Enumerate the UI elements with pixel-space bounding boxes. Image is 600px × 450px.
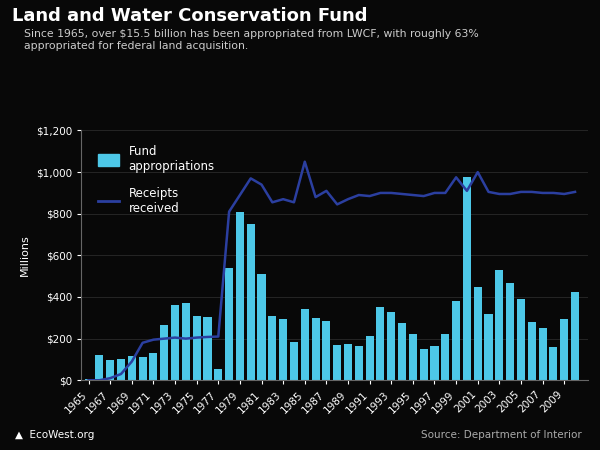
Bar [560,319,568,380]
Bar [160,325,168,380]
Bar [430,346,439,380]
Bar [279,319,287,380]
Bar [214,369,223,380]
Bar [376,307,385,380]
Y-axis label: Millions: Millions [20,234,30,276]
Bar [322,321,331,380]
Bar [473,287,482,380]
Bar [85,379,92,380]
Bar [95,356,103,380]
Bar [257,274,266,380]
Bar [387,311,395,380]
Bar [149,353,157,380]
Bar [301,310,309,380]
Text: Since 1965, over $15.5 billion has been appropriated from LWCF, with roughly 63%: Since 1965, over $15.5 billion has been … [24,29,479,51]
Bar [171,305,179,380]
Bar [484,314,493,380]
Bar [398,323,406,380]
Bar [517,299,525,380]
Bar [311,318,320,380]
Bar [117,360,125,380]
Bar [506,284,514,380]
Bar [225,268,233,380]
Bar [128,356,136,380]
Bar [441,334,449,380]
Bar [419,349,428,380]
Bar [236,212,244,380]
Bar [355,346,363,380]
Text: Source: Department of Interior: Source: Department of Interior [421,430,582,440]
Bar [365,336,374,380]
Bar [247,224,255,380]
Bar [409,334,417,380]
Bar [571,292,579,380]
Bar [268,316,277,380]
Bar [106,360,114,380]
Bar [193,316,201,380]
Bar [344,344,352,380]
Bar [203,317,212,380]
Bar [333,345,341,380]
Bar [528,322,536,380]
Bar [550,347,557,380]
Text: Land and Water Conservation Fund: Land and Water Conservation Fund [12,7,367,25]
Bar [496,270,503,380]
Bar [139,357,146,380]
Bar [182,303,190,380]
Legend: Fund
appropriations, Receipts
received: Fund appropriations, Receipts received [92,139,221,221]
Bar [463,177,471,380]
Bar [539,328,547,380]
Text: ▲  EcoWest.org: ▲ EcoWest.org [15,430,94,440]
Bar [452,301,460,380]
Bar [290,342,298,380]
